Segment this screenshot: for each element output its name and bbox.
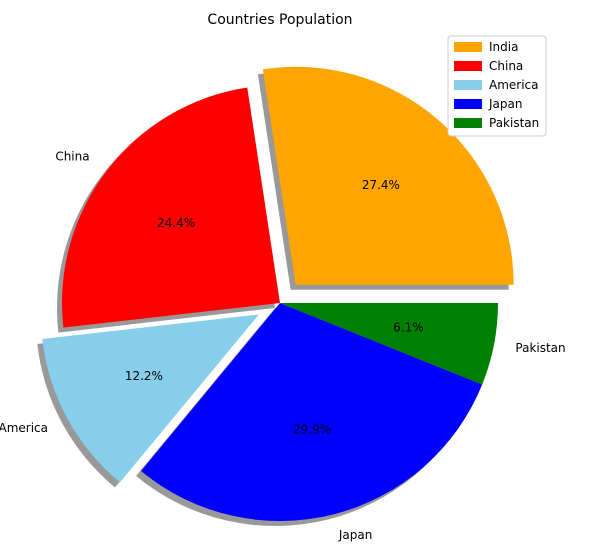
legend-label-pakistan: Pakistan <box>489 116 539 130</box>
pct-label-china: 24.4% <box>157 216 195 230</box>
outer-label-pakistan: Pakistan <box>515 341 565 355</box>
legend-label-america: America <box>489 78 539 92</box>
chart-title: Countries Population <box>207 12 352 28</box>
legend: India China America Japan Pakistan <box>447 35 547 137</box>
outer-label-japan: Japan <box>338 528 372 542</box>
slice-japan <box>141 303 483 521</box>
legend-swatch-japan <box>454 99 482 109</box>
legend-swatch-china <box>454 61 482 71</box>
pct-label-pakistan: 6.1% <box>393 320 424 334</box>
legend-swatch-america <box>454 80 482 90</box>
slice-america <box>42 314 259 483</box>
pct-label-america: 12.2% <box>125 369 163 383</box>
legend-swatch-pakistan <box>454 118 482 128</box>
pct-label-india: 27.4% <box>362 178 400 192</box>
legend-label-china: China <box>489 59 523 73</box>
slice-pakistan <box>280 303 498 385</box>
pct-label-japan: 29.9% <box>293 422 331 436</box>
legend-label-india: India <box>489 40 518 54</box>
legend-label-japan: Japan <box>488 97 522 111</box>
legend-swatch-india <box>454 42 482 52</box>
outer-label-america: America <box>0 421 48 435</box>
slice-india <box>262 66 514 285</box>
pie-slices: 27.4%India24.4%China12.2%America29.9%Jap… <box>0 66 566 542</box>
slice-china <box>61 87 281 328</box>
outer-label-china: China <box>55 150 89 164</box>
